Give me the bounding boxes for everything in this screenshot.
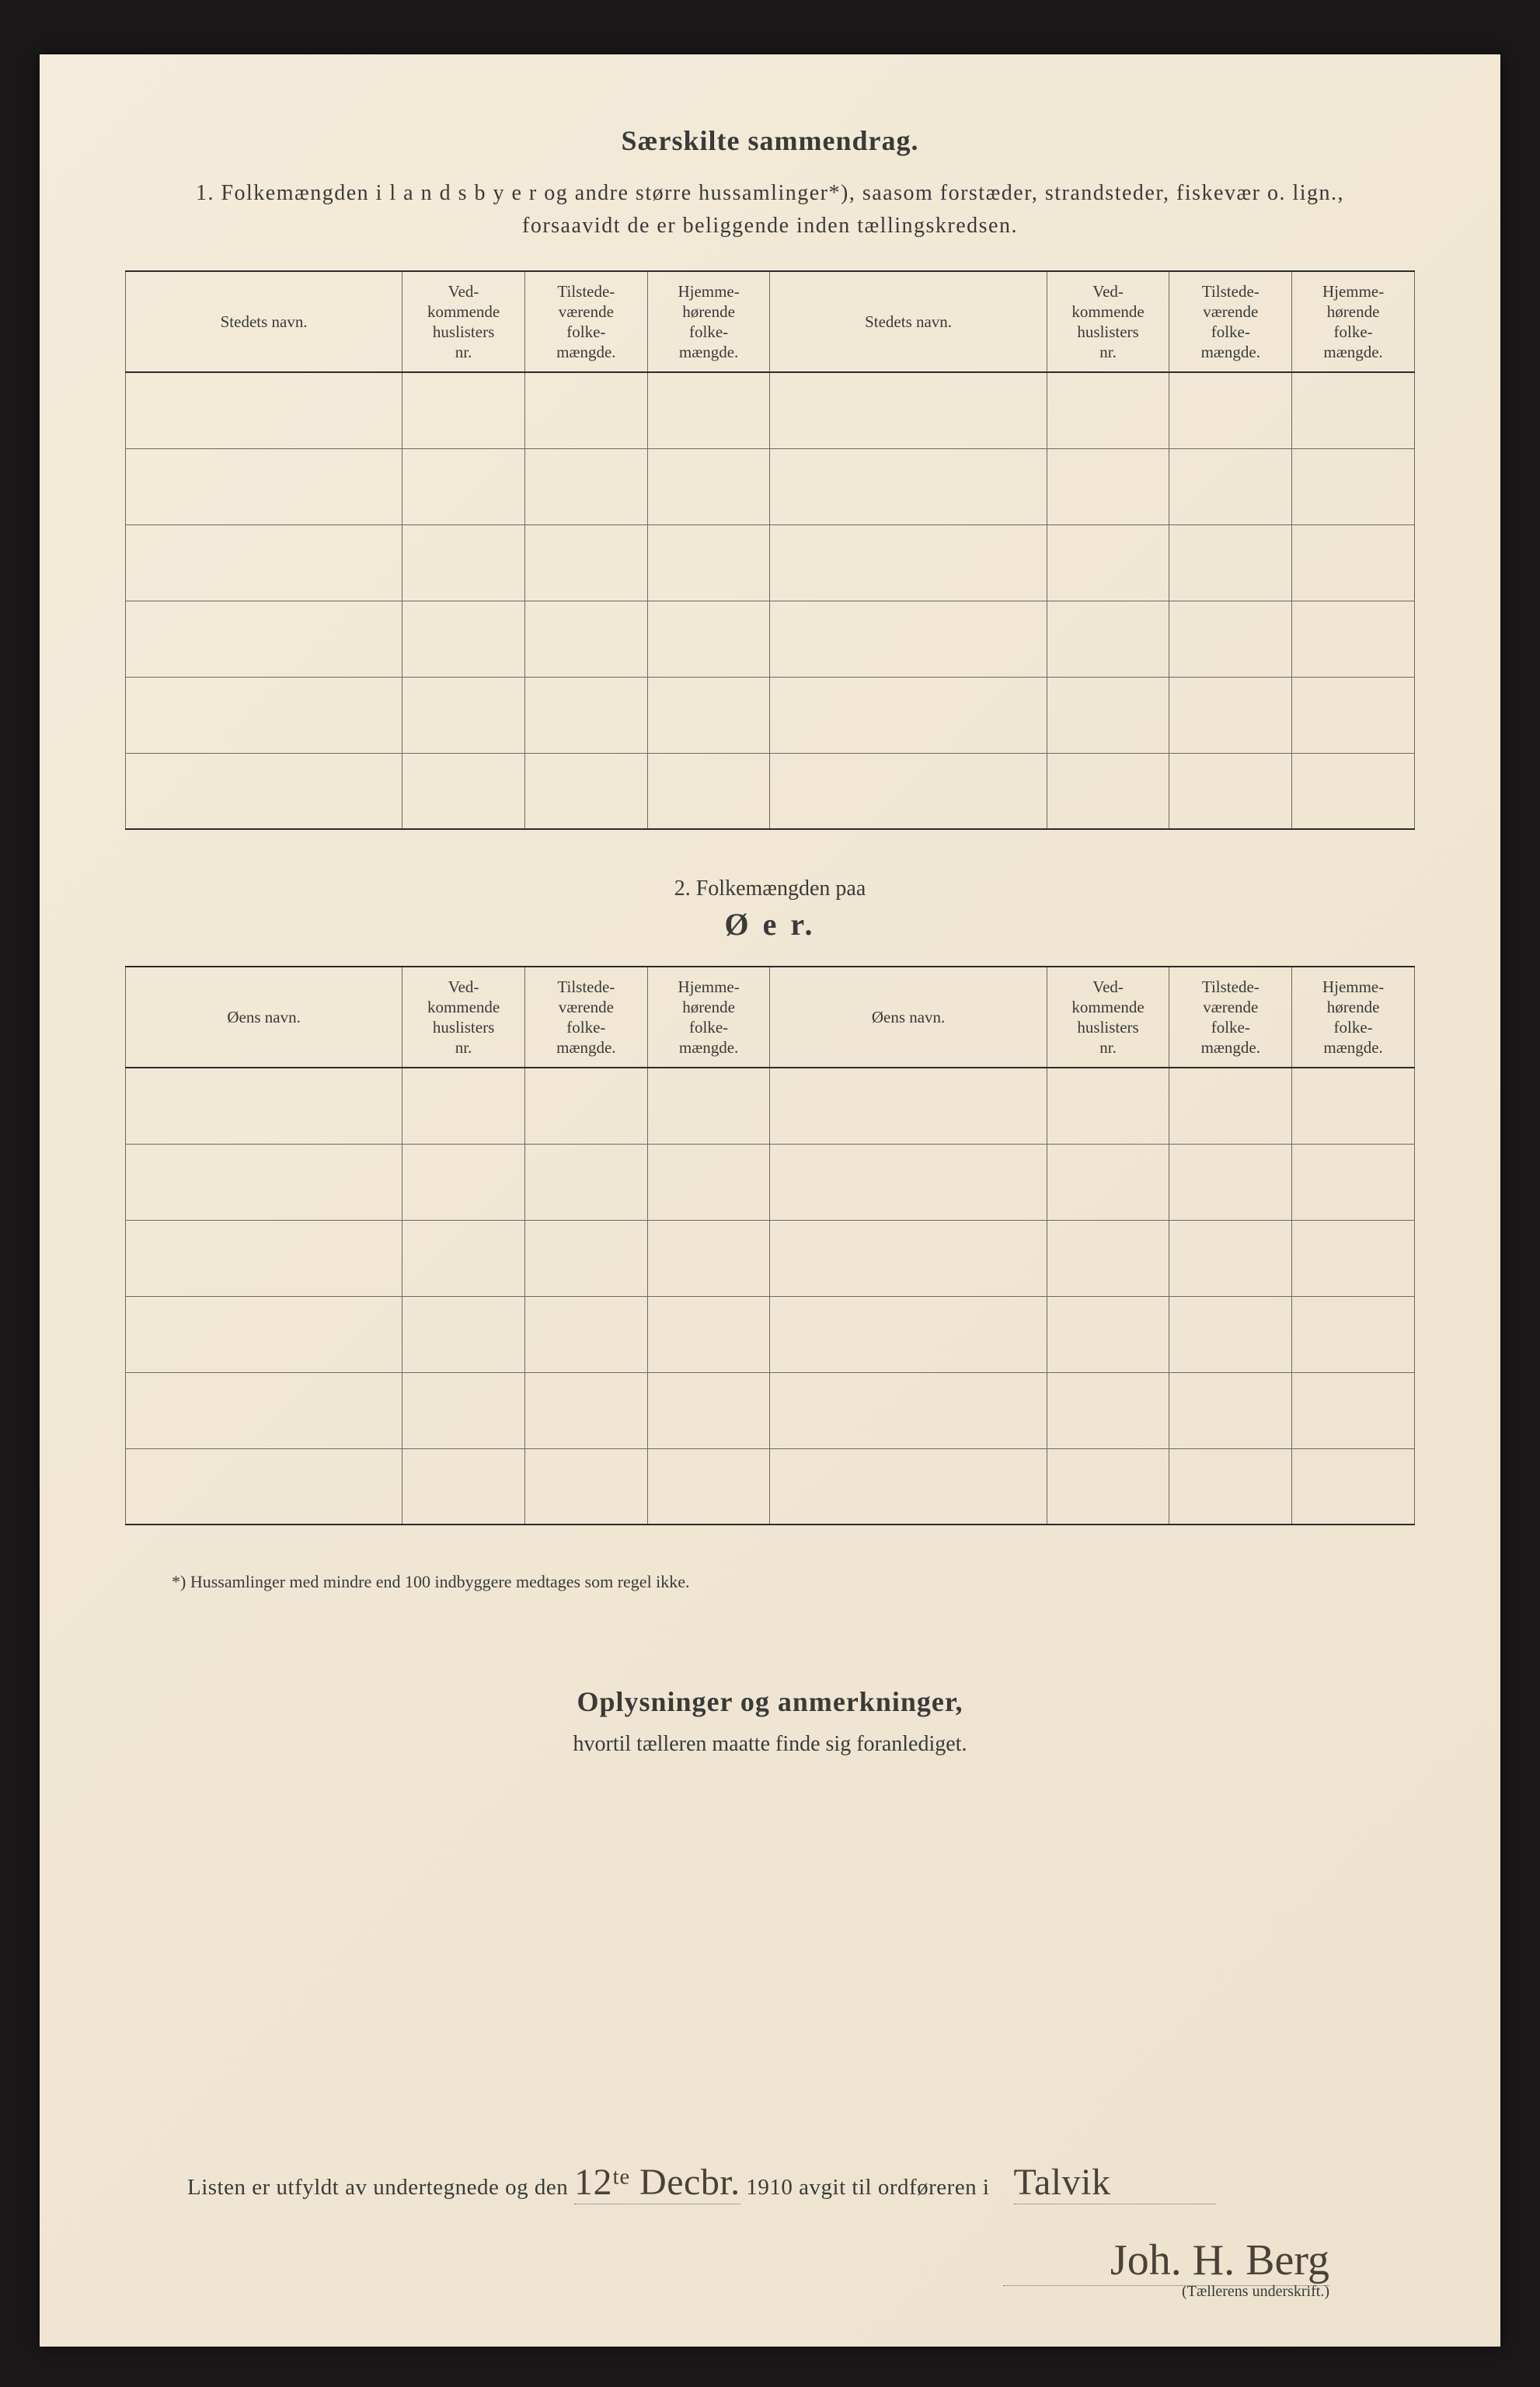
table-header-row: Stedets navn. Ved-kommendehuslistersnr. …	[126, 271, 1415, 372]
col-huslisters-nr: Ved-kommendehuslistersnr.	[402, 271, 525, 372]
table-section1: Stedets navn. Ved-kommendehuslistersnr. …	[125, 270, 1415, 830]
signature-block: Joh. H. Berg	[125, 2235, 1329, 2286]
col-huslisters-nr-2: Ved-kommendehuslistersnr.	[1047, 271, 1169, 372]
table-row	[126, 1296, 1415, 1372]
handwritten-place: Talvik	[1014, 2161, 1216, 2204]
table-section2: Øens navn. Ved-kommendehuslistersnr. Til…	[125, 966, 1415, 1525]
section1-title: Særskilte sammendrag.	[125, 124, 1415, 157]
table-row	[126, 1144, 1415, 1220]
col-tilstede: Tilstede-værendefolke-mængde.	[524, 967, 647, 1068]
col-tilstede: Tilstede-værendefolke-mængde.	[524, 271, 647, 372]
table-row	[126, 448, 1415, 524]
table-row	[126, 1372, 1415, 1448]
intro-line2: forsaavidt de er beliggende inden tællin…	[522, 214, 1018, 238]
document-page: Særskilte sammendrag. 1. Folkemængden i …	[40, 54, 1500, 2347]
handwritten-date: 12ᵗᵉ Decbr.	[574, 2161, 740, 2204]
table-row	[126, 372, 1415, 448]
col-tilstede-2: Tilstede-værendefolke-mængde.	[1169, 967, 1292, 1068]
table-row	[126, 601, 1415, 677]
table-row	[126, 753, 1415, 829]
intro-line1: 1. Folkemængden i l a n d s b y e r og a…	[196, 181, 1344, 205]
col-oens-navn: Øens navn.	[126, 967, 402, 1068]
table-row	[126, 1448, 1415, 1525]
table-row	[126, 524, 1415, 601]
table2-body	[126, 1068, 1415, 1525]
signature-line: Listen er utfyldt av undertegnede og den…	[187, 2161, 1415, 2204]
table-row	[126, 1068, 1415, 1144]
col-huslisters-nr-2: Ved-kommendehuslistersnr.	[1047, 967, 1169, 1068]
col-stedets-navn: Stedets navn.	[126, 271, 402, 372]
col-stedets-navn-2: Stedets navn.	[770, 271, 1047, 372]
col-hjemme-2: Hjemme-hørendefolke-mængde.	[1292, 271, 1415, 372]
table-header-row: Øens navn. Ved-kommendehuslistersnr. Til…	[126, 967, 1415, 1068]
table-row	[126, 1220, 1415, 1296]
col-oens-navn-2: Øens navn.	[770, 967, 1047, 1068]
col-huslisters-nr: Ved-kommendehuslistersnr.	[402, 967, 525, 1068]
handwritten-signature: Joh. H. Berg	[1003, 2235, 1329, 2286]
col-hjemme-2: Hjemme-hørendefolke-mængde.	[1292, 967, 1415, 1068]
col-hjemme: Hjemme-hørendefolke-mængde.	[647, 967, 770, 1068]
year-print: 1910	[746, 2175, 793, 2200]
col-hjemme: Hjemme-hørendefolke-mængde.	[647, 271, 770, 372]
table1-body	[126, 372, 1415, 829]
section2-label: 2. Folkemængden paa	[125, 876, 1415, 901]
remarks-sub: hvortil tælleren maatte finde sig foranl…	[125, 1732, 1415, 1757]
remarks-title: Oplysninger og anmerkninger,	[125, 1685, 1415, 1718]
section1-intro: 1. Folkemængden i l a n d s b y e r og a…	[125, 177, 1415, 242]
col-tilstede-2: Tilstede-værendefolke-mængde.	[1169, 271, 1292, 372]
section2-title: Ø e r.	[125, 906, 1415, 943]
footnote: *) Hussamlinger med mindre end 100 indby…	[172, 1572, 1415, 1592]
sig-mid: avgit til ordføreren i	[799, 2175, 995, 2200]
table-row	[126, 677, 1415, 753]
sig-prefix: Listen er utfyldt av undertegnede og den	[187, 2175, 574, 2200]
